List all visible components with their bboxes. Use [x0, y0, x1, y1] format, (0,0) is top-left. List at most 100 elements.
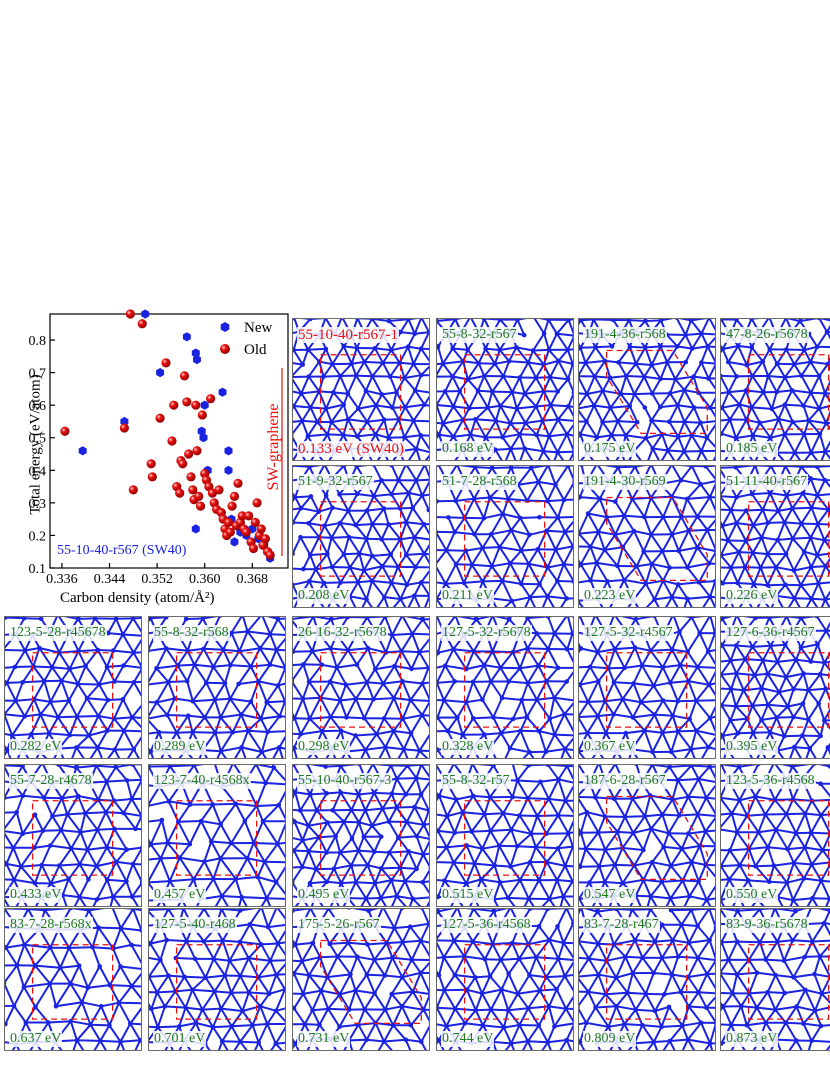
- bond: [250, 663, 271, 668]
- bond: [249, 666, 260, 682]
- bond: [331, 553, 345, 568]
- bond: [556, 319, 570, 335]
- bond: [414, 536, 429, 541]
- atom: [341, 432, 346, 438]
- bond: [325, 408, 333, 423]
- bond: [149, 701, 157, 704]
- bond: [502, 513, 521, 519]
- bond: [567, 466, 573, 481]
- bond: [824, 450, 830, 453]
- bond: [548, 333, 558, 351]
- bond: [684, 348, 694, 363]
- bond: [816, 466, 826, 481]
- bond: [319, 697, 332, 718]
- atom: [643, 435, 649, 441]
- structure-energy: 0.211 eV: [441, 588, 494, 604]
- bond: [762, 508, 779, 512]
- bond: [810, 507, 819, 525]
- bond: [499, 346, 517, 351]
- structure-panel: 51-11-40-r567 0.226 eV: [720, 465, 830, 608]
- bond: [702, 596, 711, 607]
- bond: [676, 319, 687, 336]
- atom: [808, 564, 814, 570]
- x-axis-label: Carbon density (atom/Å²): [60, 590, 215, 606]
- atom: [553, 547, 558, 552]
- bond: [390, 349, 401, 364]
- bond: [113, 698, 124, 720]
- bond: [802, 392, 812, 407]
- bond: [567, 405, 573, 417]
- bond: [776, 539, 787, 555]
- atom: [541, 362, 547, 367]
- atom: [86, 733, 92, 738]
- atom: [307, 578, 312, 584]
- bond: [332, 566, 350, 569]
- x-tick-label: 0.360: [189, 572, 221, 587]
- bond: [473, 517, 485, 535]
- atom: [517, 432, 523, 437]
- bond: [437, 466, 438, 468]
- bond: [616, 420, 627, 436]
- bond: [699, 483, 711, 498]
- atom: [607, 375, 613, 380]
- atom: [591, 319, 596, 322]
- bond: [678, 546, 698, 552]
- bond: [391, 492, 409, 496]
- atom: [529, 466, 534, 471]
- bond: [411, 494, 423, 509]
- bond: [317, 495, 328, 513]
- bond: [761, 509, 769, 524]
- atom: [761, 390, 766, 395]
- bond: [573, 598, 575, 608]
- bond: [329, 680, 347, 686]
- atom: [330, 361, 335, 367]
- bond: [67, 683, 79, 702]
- atom: [105, 697, 111, 703]
- bond: [329, 716, 342, 732]
- atom: [500, 511, 506, 517]
- bond: [293, 330, 300, 335]
- bond: [404, 374, 422, 379]
- atom: [634, 419, 640, 425]
- bond: [816, 523, 826, 541]
- atom: [298, 505, 304, 511]
- atom: [341, 466, 347, 469]
- atom: [816, 319, 822, 321]
- bond: [22, 680, 45, 684]
- old-point: [233, 478, 243, 488]
- bond: [736, 566, 746, 584]
- bond: [519, 448, 526, 460]
- bond: [315, 566, 333, 571]
- bond: [502, 375, 514, 393]
- bond: [660, 404, 678, 409]
- atom: [337, 520, 343, 526]
- bond: [644, 347, 653, 366]
- bond: [11, 715, 26, 736]
- bond: [420, 365, 429, 376]
- bond: [286, 668, 287, 669]
- bond: [558, 359, 573, 365]
- atom: [615, 466, 621, 470]
- bond: [683, 389, 695, 408]
- atom: [386, 319, 392, 324]
- bond: [364, 360, 383, 364]
- bond: [721, 525, 729, 541]
- y-tick-label: 0.1: [29, 562, 47, 577]
- atom: [451, 434, 456, 439]
- bond: [802, 405, 810, 421]
- atom: [824, 329, 830, 335]
- bond: [293, 405, 311, 409]
- atom: [363, 388, 369, 393]
- bond: [326, 553, 334, 568]
- bond: [98, 715, 115, 720]
- bond: [404, 617, 423, 621]
- atom: [515, 319, 520, 322]
- bond: [330, 647, 349, 652]
- bond: [401, 650, 420, 654]
- atom: [665, 448, 671, 453]
- bond: [358, 553, 365, 571]
- bond: [735, 419, 748, 439]
- bond: [800, 361, 812, 377]
- bond: [527, 548, 539, 565]
- bond: [219, 698, 232, 718]
